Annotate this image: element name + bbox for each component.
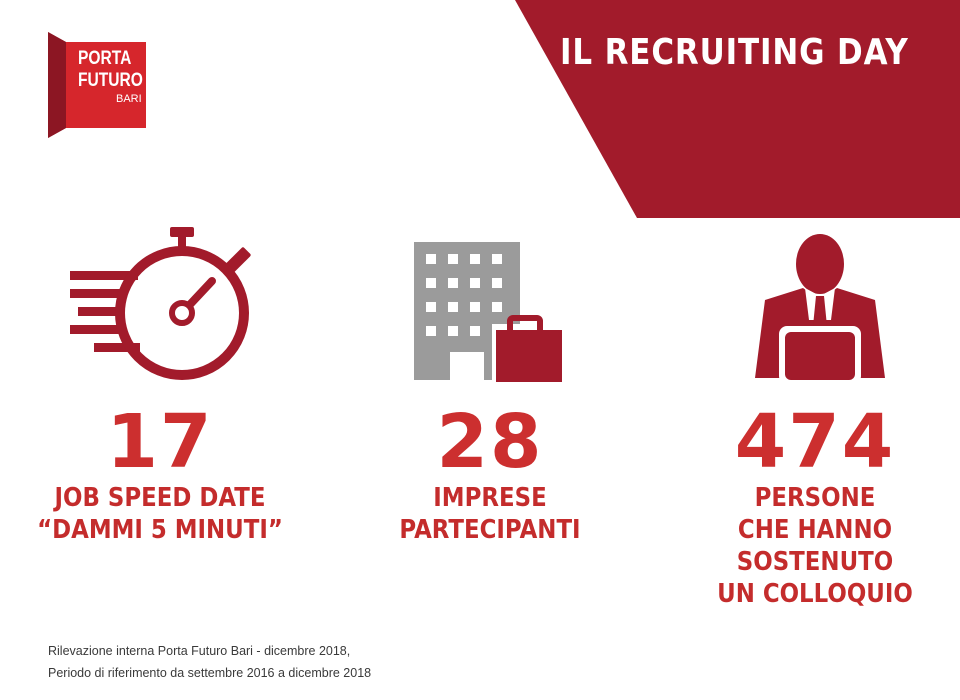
businessman-laptop-icon <box>755 234 885 384</box>
stat-label-line: PERSONE <box>754 483 876 513</box>
logo-text: PORTA FUTURO BARI <box>78 48 143 106</box>
porta-futuro-logo <box>48 32 146 138</box>
stat-label-line: IMPRESE <box>433 483 547 513</box>
stat-value: 474 <box>734 399 896 485</box>
stat-value: 17 <box>106 399 214 485</box>
stat-label-line: UN COLLOQUIO <box>717 579 913 609</box>
building-briefcase-icon <box>414 242 566 382</box>
page-title: IL RECRUITING DAY <box>560 32 909 73</box>
stat-label-line: PARTECIPANTI <box>399 515 581 545</box>
stat-imprese: 28 IMPRESE PARTECIPANTI <box>340 402 640 546</box>
stat-label-line: SOSTENUTO <box>736 547 894 577</box>
logo-line-1: PORTA <box>78 48 132 69</box>
stat-label-line: CHE HANNO <box>737 515 893 545</box>
header-banner <box>515 0 960 218</box>
stat-job-speed-date: 17 JOB SPEED DATE “DAMMI 5 MINUTI” <box>10 402 310 546</box>
stat-value: 28 <box>436 399 544 485</box>
stat-label-line: JOB SPEED DATE <box>54 483 266 513</box>
stopwatch-icon <box>70 227 251 380</box>
logo-line-3: BARI <box>116 93 142 105</box>
stat-persone: 474 PERSONE CHE HANNO SOSTENUTO UN COLLO… <box>665 402 960 610</box>
footnote-line-1: Rilevazione interna Porta Futuro Bari - … <box>48 644 351 658</box>
logo-line-2: FUTURO <box>78 70 143 91</box>
footnote-line-2: Periodo di riferimento da settembre 2016… <box>48 666 372 680</box>
footnote: Rilevazione interna Porta Futuro Bari - … <box>48 640 371 684</box>
stat-label-line: “DAMMI 5 MINUTI” <box>37 515 283 545</box>
